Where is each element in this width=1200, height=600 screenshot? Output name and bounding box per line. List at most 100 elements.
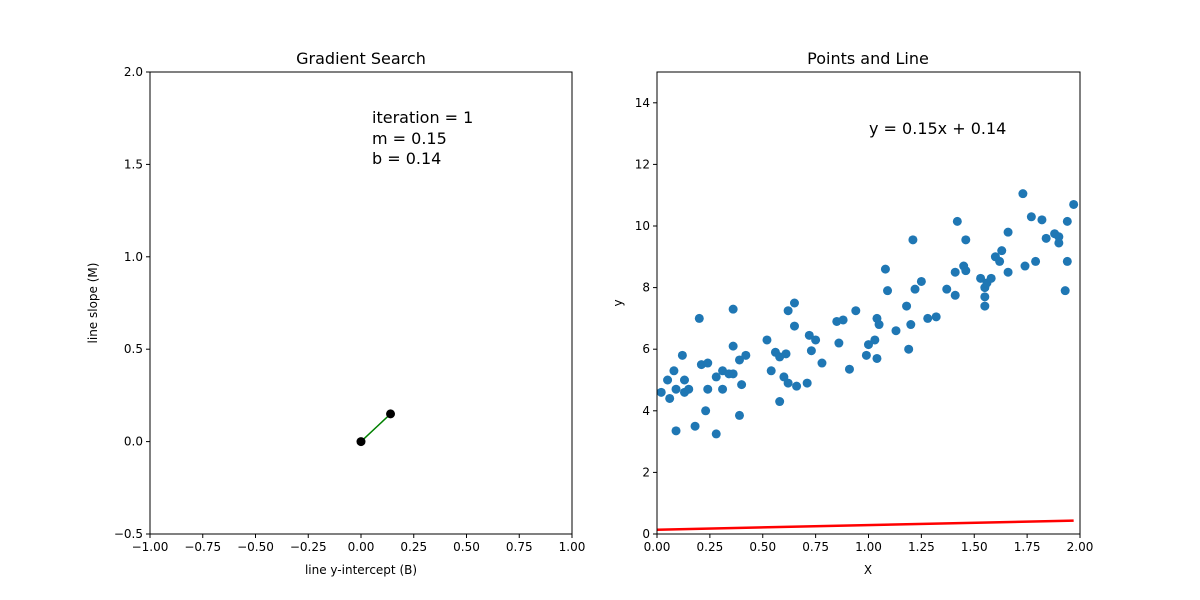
x-tick-label: 0.25 — [697, 540, 724, 554]
data-point — [734, 410, 744, 420]
data-point — [874, 320, 884, 330]
data-point — [997, 246, 1007, 256]
fit-line — [656, 519, 1074, 531]
plot-frame — [149, 71, 573, 535]
x-tick-label: 1.75 — [1014, 540, 1041, 554]
data-point — [880, 264, 890, 274]
slope-annotation: m = 0.15 — [372, 129, 447, 148]
data-point — [1026, 212, 1036, 222]
y-tick-label: 14 — [635, 96, 650, 110]
data-point — [734, 355, 744, 365]
data-point — [1062, 256, 1072, 266]
gradient-search-chart: Gradient Search −1.00 −0.75 −0.50 −0.25 0.00… — [86, 49, 585, 577]
data-point — [728, 304, 738, 314]
search-point — [386, 409, 396, 419]
data-point — [703, 384, 713, 394]
x-tick-label: 2.00 — [1067, 540, 1094, 554]
x-tick-label: 1.00 — [855, 540, 882, 554]
x-tick-label: 0.50 — [749, 540, 776, 554]
points-and-line-chart: Points and Line 0.00 0.25 0.50 0.75 1.00 1.25… — [611, 49, 1093, 577]
x-tick-label: 0.50 — [453, 540, 480, 554]
data-point — [961, 235, 971, 245]
data-point — [1003, 267, 1013, 277]
x-tick-label: −1.00 — [132, 540, 169, 554]
data-point — [728, 341, 738, 351]
data-point — [1062, 216, 1072, 226]
data-point — [1060, 286, 1070, 296]
data-point — [1031, 256, 1041, 266]
chart-title: Gradient Search — [296, 49, 426, 68]
x-tick-label: −0.50 — [237, 540, 274, 554]
data-point — [718, 384, 728, 394]
data-point — [1018, 189, 1028, 199]
data-point — [677, 350, 687, 360]
data-point — [711, 372, 721, 382]
y-tick-label: 10 — [635, 219, 650, 233]
data-point — [902, 301, 912, 311]
data-point — [980, 301, 990, 311]
x-tick-label: 1.50 — [961, 540, 988, 554]
y-tick-label: 8 — [642, 281, 650, 295]
data-point — [1054, 238, 1064, 248]
y-tick-label: 1.5 — [124, 157, 143, 171]
data-point — [904, 344, 914, 354]
data-point — [802, 378, 812, 388]
x-tick-label: −0.25 — [290, 540, 327, 554]
data-point — [891, 326, 901, 336]
y-tick-label: −0.5 — [114, 527, 143, 541]
data-point — [883, 286, 893, 296]
data-point — [781, 349, 791, 359]
data-point — [684, 384, 694, 394]
data-point — [671, 426, 681, 436]
data-point — [872, 353, 882, 363]
x-tick-label: 0.75 — [802, 540, 829, 554]
data-point — [804, 330, 814, 340]
equation-annotation: y = 0.15x + 0.14 — [869, 119, 1006, 138]
data-point — [942, 284, 952, 294]
x-axis-label: X — [864, 563, 872, 577]
data-point — [950, 267, 960, 277]
y-tick-label: 0.0 — [124, 435, 143, 449]
data-point — [783, 378, 793, 388]
data-point — [817, 358, 827, 368]
data-point — [910, 284, 920, 294]
data-point — [916, 276, 926, 286]
data-point — [671, 384, 681, 394]
data-point — [995, 256, 1005, 266]
iteration-annotation: iteration = 1 — [372, 108, 473, 127]
data-point — [783, 306, 793, 316]
y-tick-label: 0.5 — [124, 342, 143, 356]
y-axis-label: y — [611, 299, 625, 306]
data-point — [811, 335, 821, 345]
x-tick-label: 0.00 — [348, 540, 375, 554]
data-point — [851, 306, 861, 316]
data-point — [694, 313, 704, 323]
data-point — [952, 216, 962, 226]
data-point — [806, 346, 816, 356]
y-tick-label: 2 — [642, 465, 650, 479]
data-point — [775, 397, 785, 407]
data-point — [656, 387, 666, 397]
x-tick-label: 0.00 — [644, 540, 671, 554]
data-point — [792, 381, 802, 391]
search-point — [356, 437, 366, 447]
data-point — [1054, 232, 1064, 242]
data-point — [1003, 227, 1013, 237]
x-tick-label: 1.25 — [908, 540, 935, 554]
x-tick-label: 0.75 — [506, 540, 533, 554]
y-axis-label: line slope (M) — [86, 263, 100, 344]
data-point — [908, 235, 918, 245]
data-point — [741, 350, 751, 360]
chart-title: Points and Line — [807, 49, 929, 68]
data-point — [980, 292, 990, 302]
search-path-line — [360, 413, 392, 443]
x-tick-label: 0.25 — [400, 540, 427, 554]
data-point — [1037, 215, 1047, 225]
data-point — [870, 335, 880, 345]
data-point — [762, 335, 772, 345]
data-point — [906, 320, 916, 330]
y-tick-label: 1.0 — [124, 250, 143, 264]
data-point — [789, 321, 799, 331]
data-point — [679, 375, 689, 385]
